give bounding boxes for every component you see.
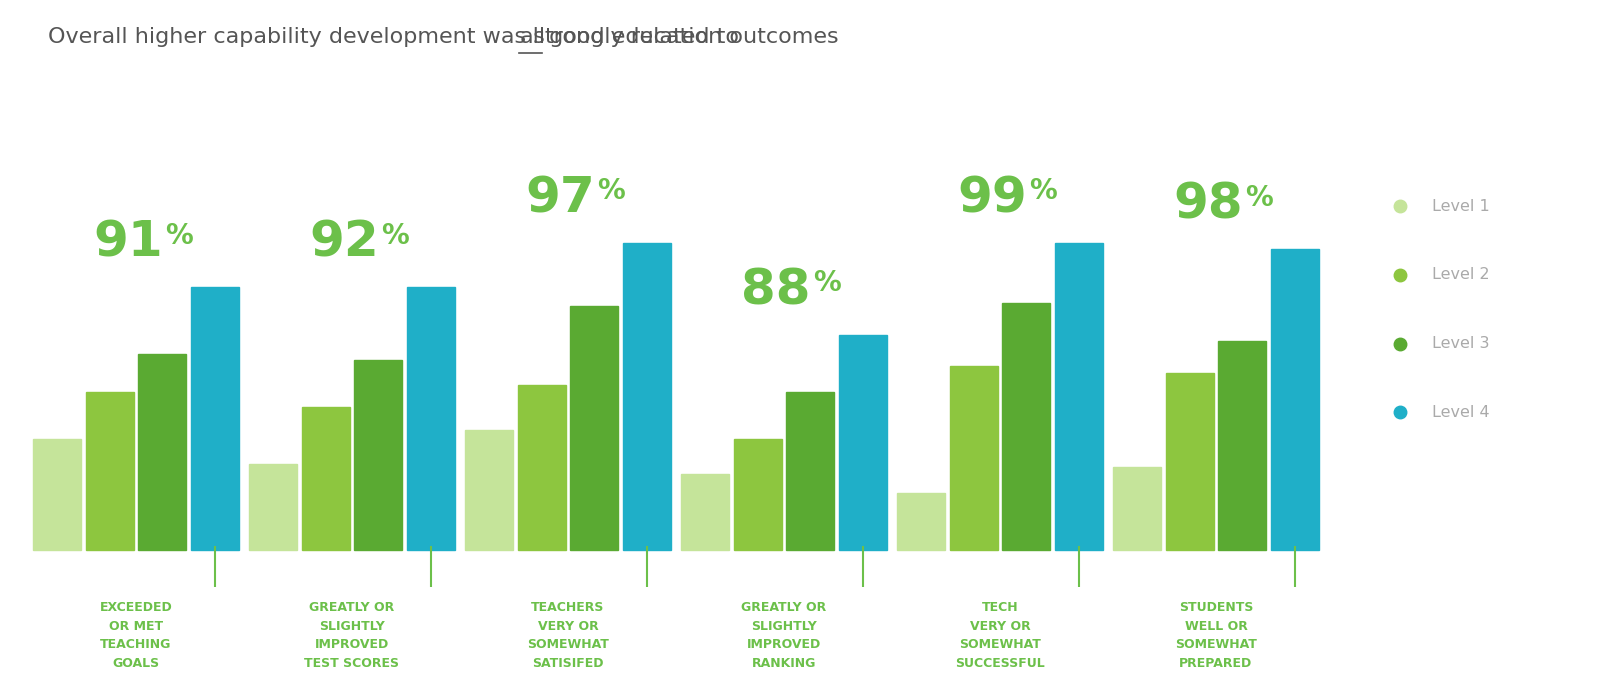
Bar [1166,372,1214,550]
Bar [570,306,618,550]
Text: Level 2: Level 2 [1432,267,1490,282]
Bar [302,407,350,550]
Bar [86,392,134,550]
Text: 88: 88 [741,266,811,314]
Text: %: % [381,221,408,249]
Bar [518,385,566,550]
Text: TEACHERS
VERY OR
SOMEWHAT
SATISIFED: TEACHERS VERY OR SOMEWHAT SATISIFED [526,601,610,670]
Bar [192,287,240,550]
Text: GREATLY OR
SLIGHTLY
IMPROVED
TEST SCORES: GREATLY OR SLIGHTLY IMPROVED TEST SCORES [304,601,400,670]
Bar [896,493,944,550]
Bar [1056,243,1104,550]
Text: %: % [813,269,840,297]
Text: good education outcomes: good education outcomes [542,27,838,47]
Text: all: all [518,27,546,47]
Text: 97: 97 [525,174,595,223]
Text: %: % [597,177,624,205]
Text: 98: 98 [1173,181,1243,229]
Bar [622,243,672,550]
Text: 91: 91 [93,218,163,267]
Bar [682,474,728,550]
Bar [950,366,998,550]
Bar [139,354,186,550]
Text: %: % [1029,177,1056,205]
Text: Level 4: Level 4 [1432,405,1490,420]
Text: %: % [1245,183,1272,212]
Bar [250,464,298,550]
Text: Overall higher capability development was strongly related to: Overall higher capability development wa… [48,27,746,47]
Bar [34,439,82,550]
Bar [406,287,454,550]
Text: GREATLY OR
SLIGHTLY
IMPROVED
RANKING: GREATLY OR SLIGHTLY IMPROVED RANKING [741,601,827,670]
Text: STUDENTS
WELL OR
SOMEWHAT
PREPARED: STUDENTS WELL OR SOMEWHAT PREPARED [1174,601,1258,670]
Bar [787,392,835,550]
Text: Level 3: Level 3 [1432,336,1490,351]
Bar [838,335,886,550]
Text: Level 1: Level 1 [1432,199,1490,214]
Text: %: % [165,221,192,249]
Bar [1002,303,1051,550]
Bar [733,439,782,550]
Text: 99: 99 [957,174,1027,223]
Bar [1219,341,1267,550]
Bar [1114,467,1162,550]
Bar [355,360,403,550]
Bar [464,429,512,550]
Text: TECH
VERY OR
SOMEWHAT
SUCCESSFUL: TECH VERY OR SOMEWHAT SUCCESSFUL [955,601,1045,670]
Text: 92: 92 [309,218,379,267]
Text: EXCEEDED
OR MET
TEACHING
GOALS: EXCEEDED OR MET TEACHING GOALS [99,601,173,670]
Bar [1272,249,1318,550]
